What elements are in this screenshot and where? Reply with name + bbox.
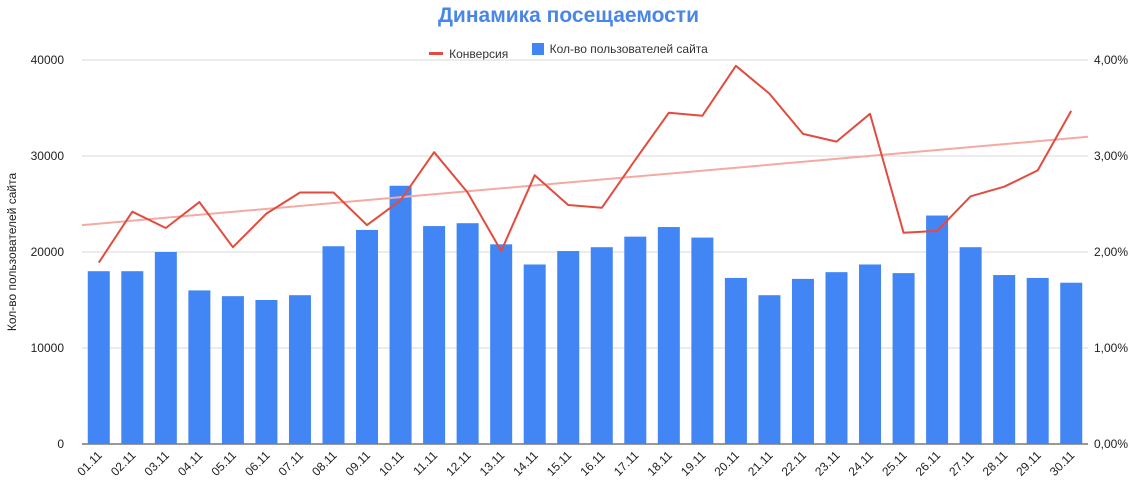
x-tick-label: 07.11 — [276, 448, 307, 479]
x-tick-label: 20.11 — [712, 448, 743, 479]
bar — [154, 252, 177, 444]
bar — [691, 237, 714, 444]
bar — [926, 215, 949, 444]
x-tick-label: 23.11 — [812, 448, 843, 479]
bar — [590, 247, 613, 444]
x-tick-label: 12.11 — [443, 448, 474, 479]
y-right-tick-label: 3,00% — [1094, 149, 1128, 163]
x-tick-label: 05.11 — [209, 448, 240, 479]
bar — [255, 300, 278, 444]
bar — [456, 223, 479, 444]
bar — [322, 246, 345, 444]
x-tick-label: 24.11 — [846, 448, 877, 479]
x-tick-label: 10.11 — [376, 448, 407, 479]
bar — [389, 185, 412, 444]
x-tick-label: 15.11 — [544, 448, 575, 479]
x-tick-label: 02.11 — [108, 448, 139, 479]
bar — [859, 264, 882, 444]
y-left-tick-label: 10000 — [31, 341, 65, 355]
x-tick-label: 21.11 — [745, 448, 776, 479]
chart-title: Динамика посещаемости — [437, 4, 700, 27]
x-tick-label: 17.11 — [611, 448, 642, 479]
legend-item-conversion: Конверсия — [429, 47, 508, 61]
x-tick-label: 06.11 — [242, 448, 273, 479]
bar — [959, 247, 982, 444]
bar — [490, 244, 513, 444]
trendline — [81, 135, 1089, 227]
x-tick-label: 13.11 — [477, 448, 508, 479]
x-tick-label: 04.11 — [175, 448, 206, 479]
x-tick-label: 26.11 — [913, 448, 944, 479]
x-tick-label: 19.11 — [678, 448, 709, 479]
y-right-tick-label: 4,00% — [1094, 53, 1128, 67]
x-tick-label: 27.11 — [946, 448, 977, 479]
y-right-tick-label: 0,00% — [1094, 437, 1128, 451]
legend-swatch-icon — [531, 43, 544, 55]
bar — [87, 271, 110, 444]
conversion-line — [97, 64, 1073, 264]
bar — [356, 229, 379, 444]
x-tick-label: 16.11 — [577, 448, 608, 479]
x-tick-label: 22.11 — [779, 448, 810, 479]
bar — [557, 251, 580, 444]
y-left-axis-title: Кол-во пользователей сайта — [5, 173, 19, 332]
x-tick-label: 14.11 — [510, 448, 541, 479]
x-tick-label: 28.11 — [980, 448, 1011, 479]
chart-legend: Конверсия Кол-во пользователей сайта — [0, 42, 1137, 61]
y-right-tick-label: 2,00% — [1094, 245, 1128, 259]
bar — [188, 290, 211, 444]
legend-item-users: Кол-во пользователей сайта — [531, 42, 708, 56]
bar — [657, 227, 680, 444]
bar — [523, 264, 546, 444]
bar — [423, 226, 446, 444]
x-tick-label: 11.11 — [410, 448, 440, 478]
y-right-tick-label: 1,00% — [1094, 341, 1128, 355]
x-tick-label: 09.11 — [343, 448, 374, 479]
x-tick-label: 29.11 — [1013, 448, 1044, 479]
x-tick-label: 03.11 — [141, 448, 172, 479]
bar — [791, 278, 814, 444]
bar — [624, 236, 647, 444]
x-tick-label: 25.11 — [879, 448, 910, 479]
bar — [221, 296, 244, 444]
legend-label-users: Кол-во пользователей сайта — [549, 42, 708, 56]
x-tick-label: 01.11 — [74, 448, 105, 479]
x-tick-label: 08.11 — [309, 448, 340, 479]
bar — [288, 295, 311, 444]
x-tick-label: 18.11 — [644, 448, 675, 479]
bar — [724, 277, 747, 444]
bar — [758, 295, 781, 444]
y-left-tick-label: 30000 — [31, 149, 65, 163]
y-left-tick-label: 20000 — [31, 245, 65, 259]
bar — [121, 271, 144, 444]
bar — [993, 275, 1016, 444]
legend-label-conversion: Конверсия — [449, 46, 509, 61]
y-left-tick-label: 40000 — [31, 53, 65, 67]
bar — [1060, 282, 1083, 444]
bar — [825, 272, 848, 444]
legend-line-icon — [429, 52, 444, 55]
y-left-tick-label: 0 — [57, 437, 64, 451]
x-tick-label: 30.11 — [1047, 448, 1078, 479]
bar — [892, 273, 915, 444]
bar — [1026, 277, 1049, 444]
